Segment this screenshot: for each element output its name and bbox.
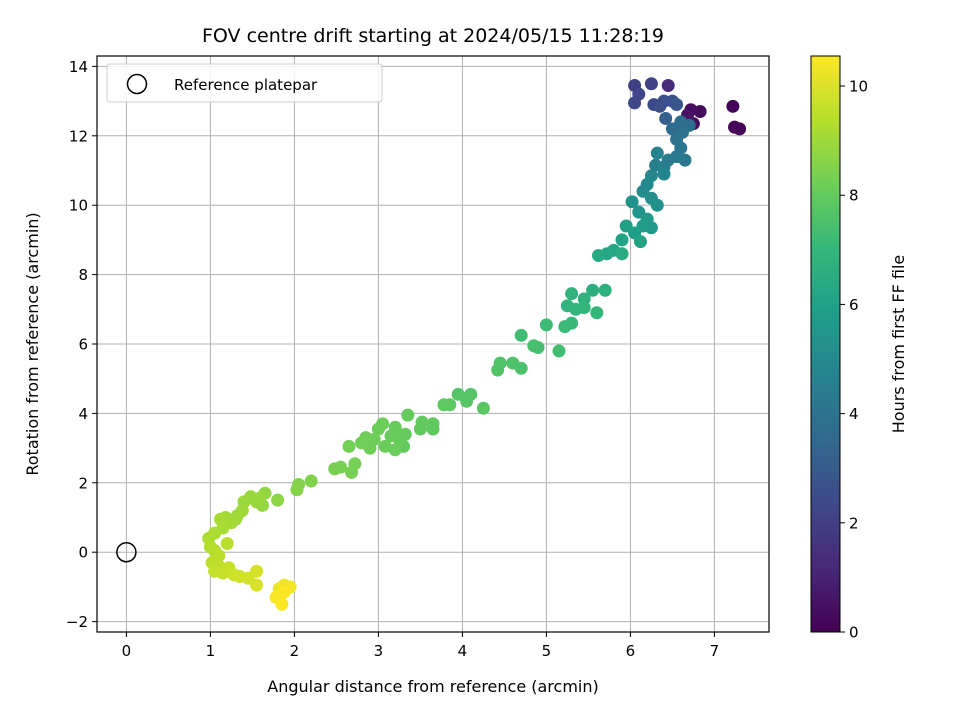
data-point: [539, 318, 553, 332]
data-point: [371, 422, 385, 436]
data-point: [670, 98, 684, 112]
colorbar: 0 2 4 6 8 10 Hours from first FF file: [810, 55, 908, 642]
x-axis-ticks: 0 1 2 3 4 5 6 7: [122, 632, 720, 660]
reference-platepar-marker: [116, 541, 137, 563]
y-tick-label: 0: [78, 544, 88, 562]
data-point: [355, 436, 369, 450]
legend-box: [106, 63, 383, 103]
y-tick-label: 10: [69, 197, 88, 215]
data-point: [250, 564, 264, 578]
data-point: [388, 443, 402, 457]
data-point: [250, 578, 264, 592]
x-tick-label: 6: [626, 642, 636, 660]
x-tick-label: 4: [458, 642, 468, 660]
data-point: [598, 283, 612, 297]
data-point: [527, 339, 541, 353]
data-point: [277, 585, 291, 599]
x-tick-label: 2: [290, 642, 300, 660]
data-point: [726, 99, 740, 113]
data-point: [348, 457, 362, 471]
data-point: [619, 219, 633, 233]
data-point: [384, 429, 398, 443]
reference-marker-layer: [116, 541, 137, 563]
data-point: [590, 306, 604, 320]
y-axis-label: Rotation from reference (arcmin): [23, 212, 42, 475]
data-point: [565, 287, 579, 301]
data-point: [586, 283, 600, 297]
data-point: [491, 363, 505, 377]
y-tick-label: 4: [78, 405, 88, 423]
y-tick-label: 12: [69, 127, 88, 145]
x-axis-label: Angular distance from reference (arcmin): [267, 677, 598, 696]
data-point: [460, 394, 474, 408]
colorbar-tick-label: 0: [849, 624, 859, 642]
data-point: [650, 198, 664, 212]
y-tick-label: −2: [66, 613, 88, 631]
data-points: [202, 77, 747, 611]
data-point: [426, 417, 440, 431]
x-tick-label: 0: [122, 642, 132, 660]
colorbar-tick-label: 6: [849, 296, 859, 314]
data-point: [275, 597, 289, 611]
colorbar-tick-label: 2: [849, 514, 859, 532]
legend: Reference platepar: [106, 63, 383, 103]
data-point: [220, 537, 234, 551]
data-point: [437, 398, 451, 412]
x-tick-label: 7: [710, 642, 720, 660]
data-point: [342, 439, 356, 453]
colorbar-tick-label: 8: [849, 187, 859, 205]
data-point: [649, 158, 663, 172]
legend-label: Reference platepar: [174, 76, 318, 94]
x-tick-label: 1: [206, 642, 216, 660]
y-tick-label: 6: [78, 336, 88, 354]
data-point: [591, 249, 605, 263]
data-point: [328, 462, 342, 476]
data-point: [552, 344, 566, 358]
data-point: [661, 78, 675, 92]
data-point: [628, 96, 642, 110]
data-point: [615, 233, 629, 247]
data-point: [401, 408, 415, 422]
data-point: [657, 167, 671, 181]
colorbar-ticks: 0 2 4 6 8 10: [840, 78, 868, 642]
data-point: [506, 356, 520, 370]
data-point: [413, 422, 427, 436]
data-point: [558, 320, 572, 334]
colorbar-tick-label: 10: [849, 78, 868, 96]
data-point: [378, 439, 392, 453]
data-point: [644, 77, 658, 91]
data-point: [290, 483, 304, 497]
y-tick-label: 14: [69, 58, 88, 76]
data-point: [650, 146, 664, 160]
data-point: [633, 235, 647, 249]
colorbar-label: Hours from first FF file: [889, 255, 908, 434]
data-point: [625, 195, 639, 209]
grid-lines: [97, 56, 769, 632]
data-point: [615, 247, 629, 261]
legend-marker-icon: [126, 73, 148, 95]
x-tick-label: 5: [542, 642, 552, 660]
y-tick-label: 8: [78, 266, 88, 284]
data-point: [476, 401, 490, 415]
colorbar-tick-label: 4: [849, 405, 859, 423]
y-tick-label: 2: [78, 474, 88, 492]
data-point: [514, 328, 528, 342]
data-point: [304, 474, 318, 488]
data-point: [577, 301, 591, 315]
data-point: [728, 120, 742, 134]
data-point: [271, 493, 285, 507]
y-axis-ticks: −2 0 2 4 6 8 10 12 14: [66, 58, 97, 631]
colorbar-gradient: [810, 55, 841, 633]
x-tick-label: 3: [374, 642, 384, 660]
data-point: [659, 111, 673, 125]
chart-title: FOV centre drift starting at 2024/05/15 …: [202, 25, 664, 47]
